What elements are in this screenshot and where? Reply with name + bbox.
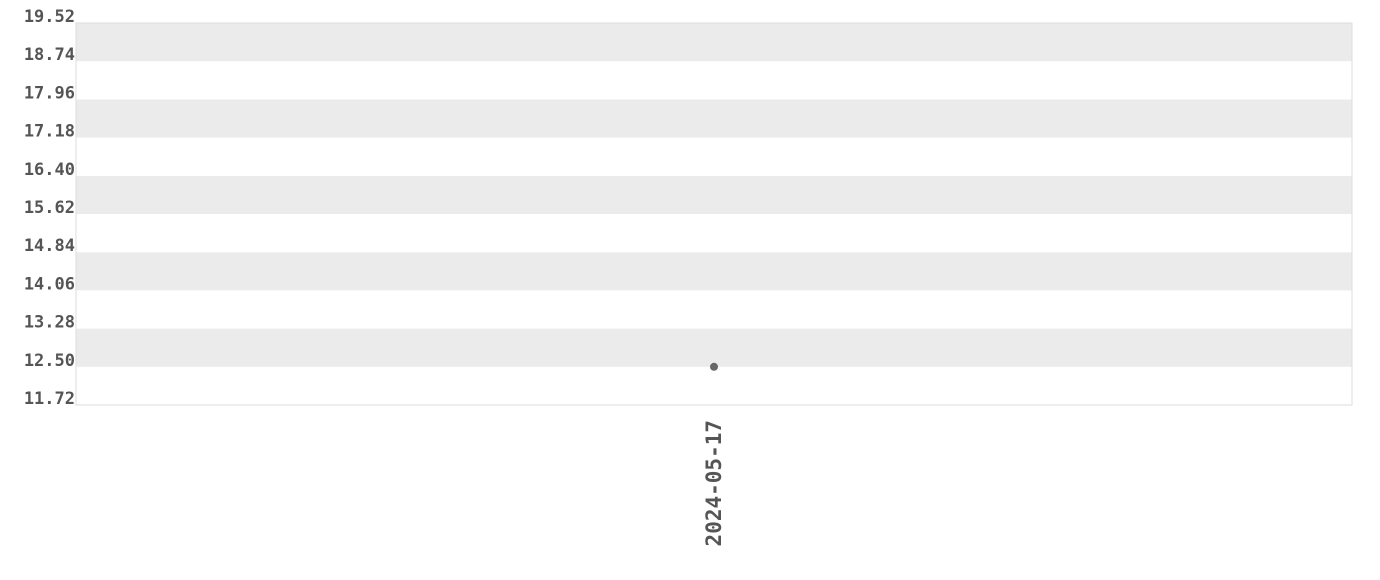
y-tick-label: 18.74 (24, 45, 75, 65)
y-tick-label: 15.62 (24, 198, 75, 218)
y-tick-label: 12.50 (24, 351, 75, 371)
grid-band (76, 366, 1352, 405)
y-tick-label: 11.72 (24, 389, 75, 409)
grid-band (76, 23, 1352, 62)
grid-band (76, 61, 1352, 100)
grid-band (76, 137, 1352, 176)
y-tick-label: 16.40 (24, 160, 75, 180)
x-tick-label: 2024-05-17 (702, 420, 726, 546)
y-tick-label: 13.28 (24, 313, 75, 333)
grid-band (76, 214, 1352, 253)
y-tick-label: 14.06 (24, 274, 75, 294)
grid-band (76, 290, 1352, 329)
grid-band (76, 328, 1352, 367)
y-tick-label: 17.18 (24, 122, 75, 142)
grid-band (76, 175, 1352, 214)
y-tick-label: 19.52 (24, 7, 75, 27)
plot-frame (75, 22, 1353, 406)
y-tick-label: 17.96 (24, 83, 75, 103)
grid-band (76, 252, 1352, 291)
data-point[interactable] (710, 362, 718, 371)
y-tick-label: 14.84 (24, 236, 75, 256)
grid-band (76, 99, 1352, 138)
